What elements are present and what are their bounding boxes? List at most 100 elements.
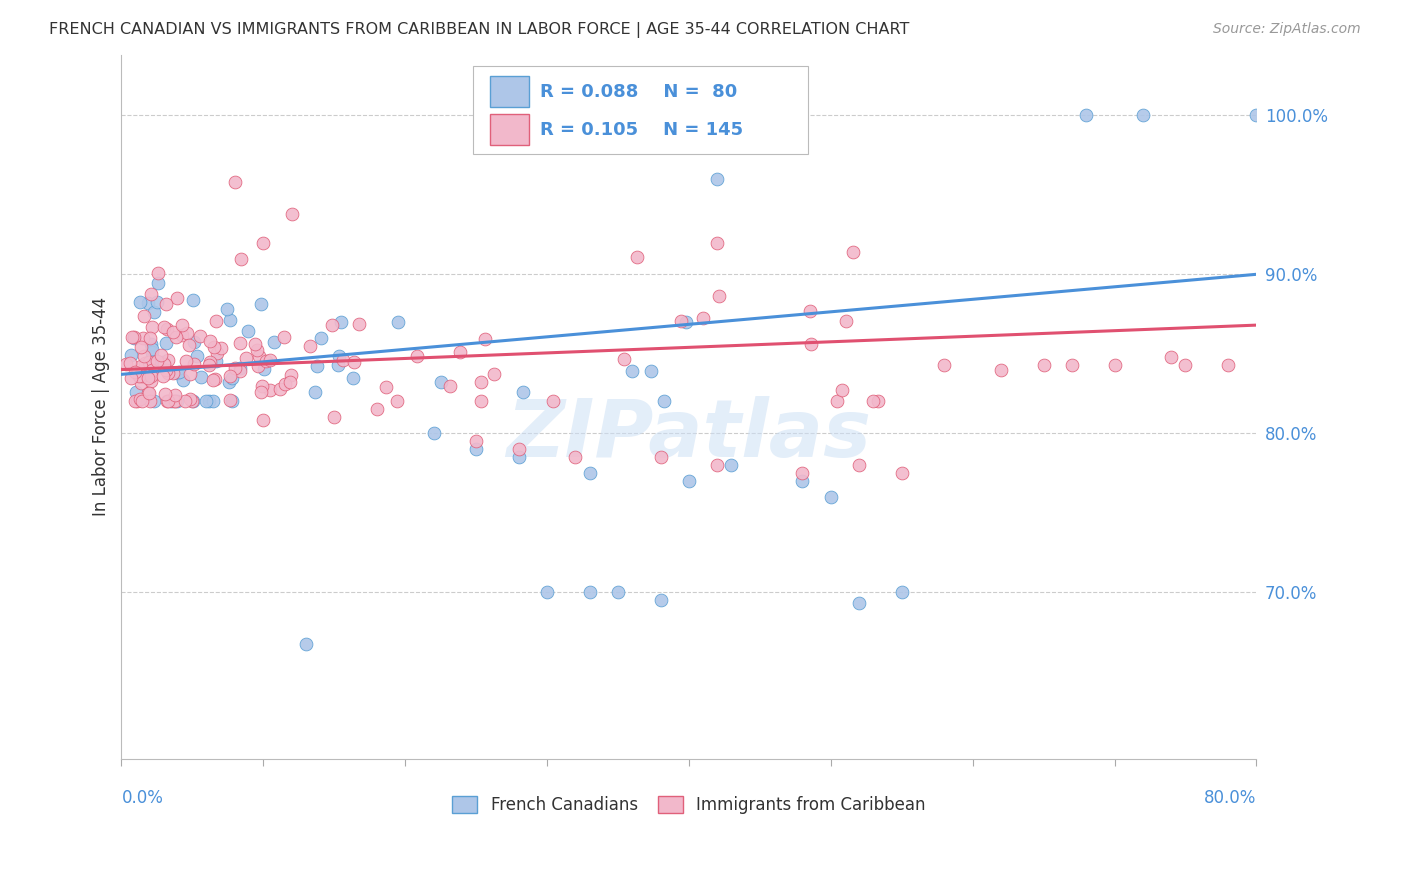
Point — [329, 315, 352, 329]
Point — [155, 335, 177, 350]
Point — [474, 332, 496, 346]
Point — [342, 371, 364, 385]
Point — [934, 358, 956, 372]
Point — [177, 338, 200, 352]
Point — [141, 319, 163, 334]
Point — [122, 331, 145, 345]
Point — [205, 346, 228, 360]
Point — [131, 394, 153, 409]
Point — [231, 252, 253, 267]
Point — [143, 305, 166, 319]
Point — [166, 394, 188, 409]
Point — [166, 291, 188, 305]
Point — [825, 394, 848, 409]
Point — [138, 368, 160, 383]
Point — [146, 294, 169, 309]
Point — [675, 315, 697, 329]
Point — [188, 328, 211, 343]
Point — [343, 355, 366, 369]
Point — [139, 369, 162, 384]
Point — [146, 266, 169, 280]
Point — [152, 369, 174, 384]
Point — [148, 276, 170, 290]
Point — [153, 357, 176, 371]
Point — [1032, 358, 1054, 372]
Text: 0.0%: 0.0% — [121, 789, 163, 807]
Point — [138, 361, 160, 376]
Point — [202, 394, 225, 409]
Point — [640, 363, 662, 377]
Point — [430, 376, 453, 390]
Point — [323, 410, 346, 425]
Point — [299, 339, 322, 353]
Point — [250, 384, 273, 399]
Point — [219, 392, 242, 407]
Point — [422, 426, 444, 441]
FancyBboxPatch shape — [491, 76, 529, 107]
Point — [139, 287, 162, 301]
Point — [385, 394, 408, 409]
Point — [165, 394, 187, 409]
Point — [508, 442, 530, 456]
Y-axis label: In Labor Force | Age 35-44: In Labor Force | Age 35-44 — [93, 297, 110, 516]
Point — [650, 592, 672, 607]
Point — [295, 637, 318, 651]
Point — [139, 394, 162, 409]
Point — [1216, 358, 1239, 372]
Point — [152, 320, 174, 334]
Point — [626, 250, 648, 264]
Point — [118, 356, 141, 370]
Point — [200, 334, 222, 348]
Point — [229, 335, 252, 350]
Point — [121, 348, 143, 362]
Point — [156, 352, 179, 367]
Point — [831, 383, 853, 397]
Point — [131, 359, 153, 374]
Point — [678, 474, 700, 488]
Point — [141, 365, 163, 379]
Point — [990, 362, 1012, 376]
Point — [121, 330, 143, 344]
Point — [183, 394, 205, 409]
Point — [235, 351, 257, 365]
Point — [309, 331, 332, 345]
Point — [139, 374, 162, 388]
Point — [215, 302, 238, 317]
Point — [221, 394, 243, 409]
Point — [165, 329, 187, 343]
Point — [304, 385, 326, 400]
Point — [229, 364, 252, 378]
Point — [541, 394, 564, 409]
Point — [238, 324, 260, 338]
Point — [218, 376, 240, 390]
Point — [848, 596, 870, 610]
Point — [707, 289, 730, 303]
Point — [114, 357, 136, 371]
Point — [136, 295, 159, 310]
Point — [842, 244, 865, 259]
Point — [1104, 358, 1126, 372]
Point — [273, 377, 295, 392]
Point — [470, 394, 492, 409]
Point — [669, 314, 692, 328]
Point — [146, 354, 169, 368]
Point — [269, 382, 291, 396]
Point — [720, 458, 742, 472]
Point — [800, 336, 823, 351]
Point — [835, 314, 858, 328]
Point — [156, 394, 179, 409]
Point — [218, 313, 240, 327]
Point — [138, 355, 160, 369]
Point — [172, 373, 194, 387]
Point — [564, 450, 586, 464]
Point — [129, 376, 152, 390]
Point — [706, 458, 728, 472]
Point — [172, 318, 194, 332]
Point — [321, 318, 343, 332]
Point — [141, 363, 163, 377]
Point — [209, 341, 232, 355]
Text: ZIPatlas: ZIPatlas — [506, 396, 872, 474]
Point — [129, 392, 152, 407]
Point — [136, 370, 159, 384]
Point — [252, 413, 274, 427]
